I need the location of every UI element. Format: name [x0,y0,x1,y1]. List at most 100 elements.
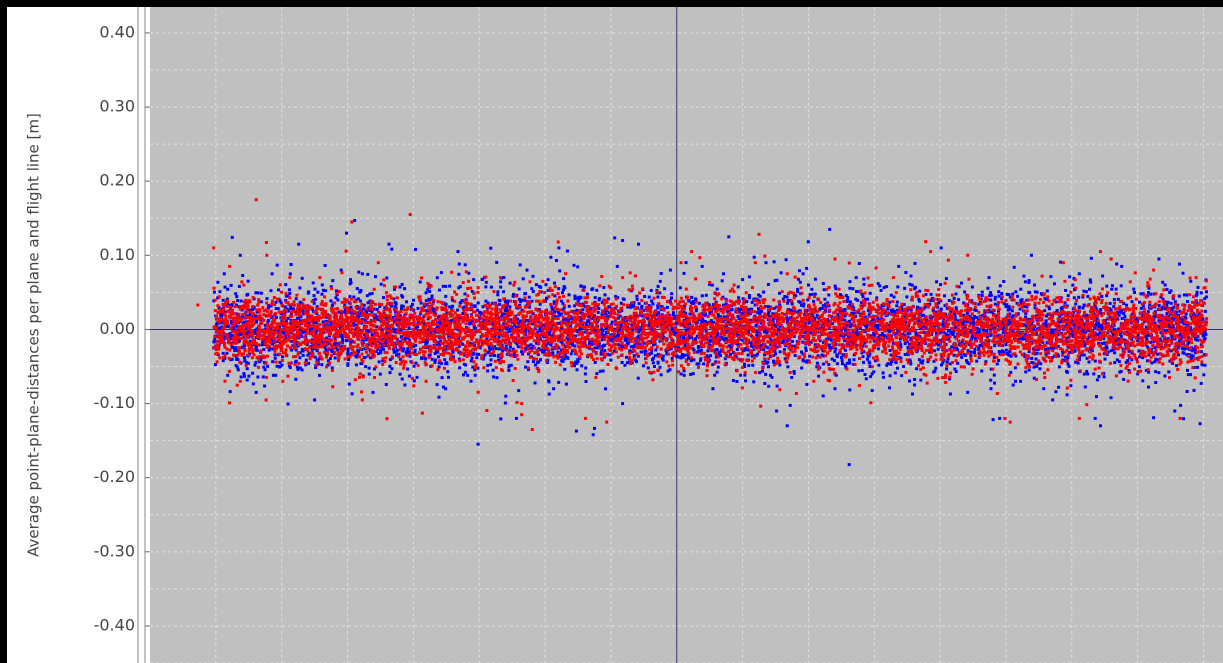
data-point [1165,302,1169,306]
data-point [526,360,530,364]
data-point [298,366,302,370]
data-point [398,372,402,376]
data-point [376,347,380,351]
data-point [895,366,899,370]
data-point [607,311,611,315]
data-point [865,357,869,361]
data-point [1024,315,1027,319]
data-point [643,352,647,356]
data-point [904,271,908,274]
data-point [1036,327,1039,331]
data-point [949,315,953,319]
data-point [684,261,688,265]
data-point [247,374,251,378]
data-point [338,334,342,338]
data-point [245,327,248,331]
data-point [1196,285,1200,289]
data-point [401,349,405,353]
data-point [1085,356,1089,360]
data-point [1082,304,1086,307]
data-point [719,354,722,358]
data-point [253,314,257,318]
data-point [1178,332,1182,336]
data-point [570,317,574,321]
data-point [277,288,280,292]
data-point [326,363,330,367]
data-point [632,344,636,348]
data-point [947,299,951,302]
data-point [991,418,995,422]
data-point [903,353,907,356]
data-point [873,359,877,363]
data-point [245,331,249,334]
data-point [215,324,218,327]
data-point [1102,352,1106,356]
data-point [855,328,859,332]
data-point [1033,283,1036,287]
data-point [1204,295,1208,299]
data-point [1192,334,1196,338]
data-point [546,278,550,282]
data-point [917,297,921,301]
data-point [790,302,794,306]
data-point [975,331,979,335]
data-point [334,296,338,300]
data-point [656,304,660,308]
data-point [255,348,259,352]
data-point [284,299,288,302]
data-point [381,337,385,341]
data-point [218,290,222,294]
data-point [946,329,950,333]
data-point [1030,356,1034,360]
data-point [1057,324,1061,328]
data-point [328,329,332,333]
data-point [301,349,305,353]
data-point [523,292,527,296]
data-point [441,284,445,288]
data-point [348,295,352,299]
data-point [1152,416,1156,420]
data-point [437,365,441,369]
data-point [435,276,439,280]
data-point [508,318,512,322]
data-point [880,317,884,321]
data-point [259,358,263,362]
data-point [1157,304,1161,308]
data-point [854,297,858,301]
data-point [651,302,655,306]
data-point [812,299,815,303]
data-point [1170,333,1174,337]
data-point [548,342,552,346]
data-point [1153,360,1157,364]
data-point [903,342,907,346]
data-point [444,294,448,298]
data-point [394,350,398,354]
data-point [726,328,730,332]
data-point [230,345,234,349]
data-point [836,313,840,317]
data-point [1027,350,1031,354]
data-point [984,360,988,364]
data-point [278,365,282,368]
data-point [1035,290,1039,294]
data-point [273,356,277,360]
data-point [1117,360,1121,364]
data-point [970,285,974,289]
data-point [1169,325,1173,329]
data-point [1177,353,1180,357]
data-point [400,283,404,286]
data-point [944,277,948,281]
data-point [893,313,897,317]
data-point [883,334,886,338]
data-point [312,294,316,298]
data-point [1172,305,1176,309]
data-point [1137,365,1141,369]
data-point [715,287,719,291]
data-point [254,291,258,295]
data-point [330,366,334,370]
data-point [382,347,385,351]
data-point [477,352,481,356]
data-point [1066,294,1070,298]
data-point [719,335,722,339]
data-point [248,312,252,316]
